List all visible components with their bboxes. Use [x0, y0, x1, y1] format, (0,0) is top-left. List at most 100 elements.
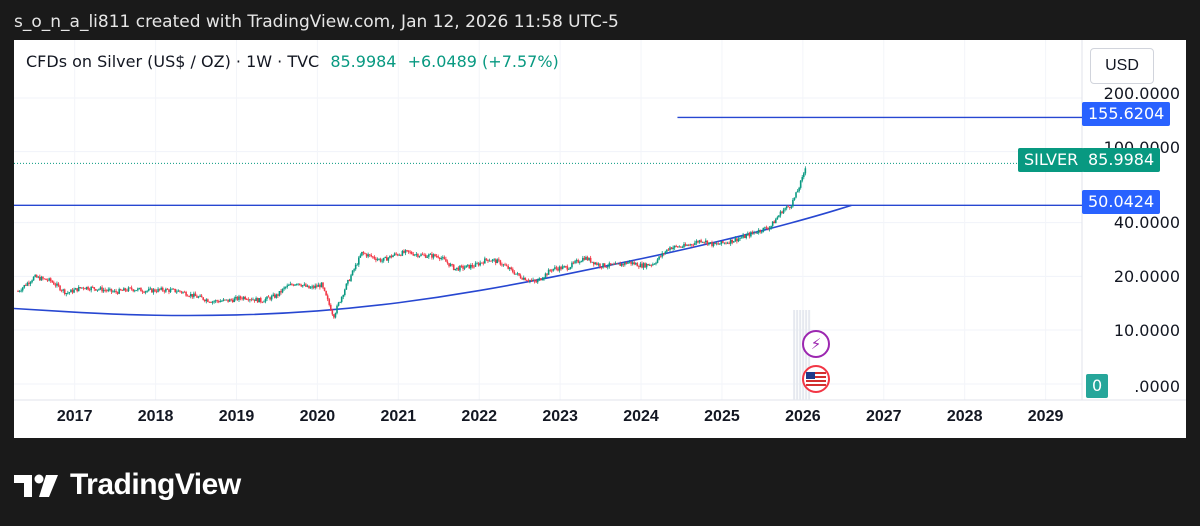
candle-body: [121, 290, 124, 292]
support-price-tag[interactable]: 50.0424: [1082, 190, 1161, 214]
candle-body: [35, 275, 38, 278]
resistance-price-tag[interactable]: 155.6204: [1082, 102, 1171, 126]
candle-body: [487, 259, 489, 262]
candle-body: [633, 262, 635, 265]
candle-body: [410, 252, 413, 254]
candle-body: [530, 280, 533, 281]
candle-body: [603, 263, 606, 267]
candle-body: [255, 297, 257, 302]
candle-body: [574, 261, 576, 263]
candle-body: [350, 275, 352, 281]
candle-body: [188, 296, 190, 297]
brand-wordmark: TradingView: [70, 468, 241, 501]
candle-body: [501, 264, 503, 266]
x-tick-label: 2019: [218, 408, 255, 425]
candle-body: [759, 229, 762, 232]
candle-body: [353, 269, 355, 271]
candle-body: [608, 263, 611, 267]
candle-body: [725, 242, 727, 244]
candle-body: [261, 301, 264, 303]
candle-body: [558, 266, 561, 271]
candle-body: [526, 280, 528, 282]
candle-body: [403, 250, 405, 253]
candle-body: [289, 283, 292, 286]
candle-body: [552, 268, 555, 271]
candle-body: [653, 263, 656, 265]
candle-body: [362, 251, 365, 254]
candle-body: [259, 298, 262, 302]
candle-body: [273, 294, 276, 298]
volume-bar: [796, 310, 799, 400]
candle-body: [113, 290, 116, 292]
candle-body: [479, 262, 481, 266]
candle-body: [333, 314, 335, 318]
candle-body: [221, 300, 223, 302]
candle-body: [778, 215, 780, 218]
candle-body: [799, 180, 802, 188]
candle-body: [127, 287, 130, 292]
price-change: +6.0489 (+7.57%): [407, 52, 559, 71]
candle-body: [126, 290, 128, 292]
candle-body: [40, 276, 43, 281]
candle-body: [513, 272, 516, 275]
candle-body: [801, 177, 804, 181]
candle-body: [165, 288, 167, 292]
y-tick-label: 200.0000: [1103, 84, 1180, 103]
candle-body: [630, 261, 632, 264]
candle-body: [48, 278, 50, 281]
candle-body: [516, 273, 519, 275]
candle-body: [773, 221, 776, 224]
candle-body: [740, 237, 743, 239]
candle-body: [613, 264, 615, 265]
candle-body: [169, 289, 172, 292]
zero-price-tag[interactable]: 0: [1086, 374, 1109, 398]
candle-body: [130, 287, 133, 290]
candle-body: [776, 217, 779, 220]
candle-body: [98, 289, 100, 290]
candle-body: [452, 264, 455, 270]
us-flag-icon[interactable]: [802, 365, 830, 393]
candle-body: [228, 299, 231, 302]
candle-body: [764, 227, 766, 229]
candle-body: [781, 211, 783, 214]
candle-body: [543, 277, 545, 280]
candle-body: [788, 206, 791, 208]
candle-body: [683, 244, 685, 247]
price-chart[interactable]: [14, 40, 1186, 438]
x-tick-label: 2017: [56, 408, 93, 425]
last-price-tag[interactable]: 85.9984: [1082, 148, 1161, 172]
currency-button[interactable]: USD: [1090, 48, 1154, 84]
candle-body: [356, 264, 359, 266]
candle-body: [34, 275, 36, 277]
candle-body: [151, 288, 153, 293]
candle-body: [115, 290, 117, 293]
candle-body: [328, 299, 331, 305]
candle-body: [283, 287, 285, 289]
x-tick-label: 2018: [137, 408, 174, 425]
candle-body: [645, 264, 648, 268]
candle-body: [272, 294, 275, 297]
candle-body: [666, 249, 668, 252]
candle-body: [680, 246, 682, 248]
lightning-icon[interactable]: ⚡: [802, 330, 830, 358]
symbol-legend: CFDs on Silver (US$ / OZ) · 1W · TVC 85.…: [26, 52, 559, 71]
chart-panel[interactable]: CFDs on Silver (US$ / OZ) · 1W · TVC 85.…: [14, 40, 1186, 438]
candle-body: [583, 257, 586, 260]
candle-body: [647, 264, 650, 266]
candle-body: [163, 290, 166, 292]
candle-body: [751, 232, 754, 234]
candle-body: [505, 265, 508, 267]
candle-body: [116, 292, 119, 294]
candle-body: [25, 285, 27, 286]
candle-body: [339, 301, 341, 303]
x-tick-label: 2021: [380, 408, 417, 425]
symbol-name-tag[interactable]: SILVER: [1018, 148, 1085, 172]
candle-body: [785, 206, 788, 209]
candle-body: [746, 233, 749, 235]
candle-body: [681, 246, 684, 248]
candle-body: [494, 259, 497, 264]
candle-body: [39, 276, 41, 281]
candle-body: [325, 290, 327, 296]
candle-body: [157, 288, 159, 292]
candle-body: [768, 227, 771, 230]
